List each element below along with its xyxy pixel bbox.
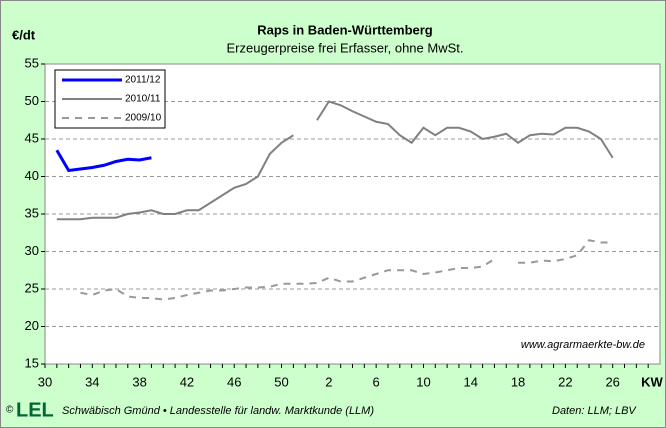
y-tick-label: 50	[25, 93, 39, 108]
x-tick-label: 46	[227, 374, 241, 389]
copyright: ©	[6, 405, 14, 416]
logo: LEL	[16, 399, 54, 421]
series-line	[55, 149, 152, 173]
y-tick-label: 35	[25, 205, 39, 220]
x-tick-label: 38	[132, 374, 146, 389]
series-line	[80, 258, 495, 301]
y-tick-label: 55	[25, 55, 39, 70]
x-tick-label: 14	[464, 374, 478, 389]
x-tick-label: 30	[38, 374, 52, 389]
series-line	[56, 134, 294, 221]
x-tick-label: 22	[558, 374, 572, 389]
y-tick-label: 15	[25, 355, 39, 370]
y-tick-label: 25	[25, 280, 39, 295]
y-tick-label: 45	[25, 130, 39, 145]
chart-subtitle: Erzeugerpreise frei Erfasser, ohne MwSt.	[227, 40, 464, 55]
y-tick-label: 20	[25, 318, 39, 333]
y-axis-label: €/dt	[12, 27, 36, 42]
x-tick-label: 10	[416, 374, 430, 389]
y-tick-label: 40	[25, 168, 39, 183]
x-tick-label: 2	[325, 374, 332, 389]
x-tick-label: 34	[85, 374, 99, 389]
x-tick-label: 50	[274, 374, 288, 389]
x-tick-label: 6	[373, 374, 380, 389]
annotation: www.agrarmaerkte-bw.de	[521, 339, 645, 351]
x-tick-label: 18	[511, 374, 525, 389]
series-line	[316, 100, 614, 159]
legend-label: 2011/12	[125, 75, 161, 86]
legend-label: 2010/11	[125, 94, 161, 105]
y-tick-label: 30	[25, 243, 39, 258]
x-tick-label: 42	[180, 374, 194, 389]
legend-label: 2009/10	[125, 113, 162, 124]
source: Daten: LLM; LBV	[552, 405, 637, 417]
footer-text: Schwäbisch Gmünd • Landesstelle für land…	[62, 405, 374, 417]
chart-title: Raps in Baden-Württemberg	[257, 22, 433, 37]
x-tick-label: 26	[605, 374, 619, 389]
series-line	[518, 239, 613, 264]
x-axis-label: KW	[641, 374, 663, 389]
